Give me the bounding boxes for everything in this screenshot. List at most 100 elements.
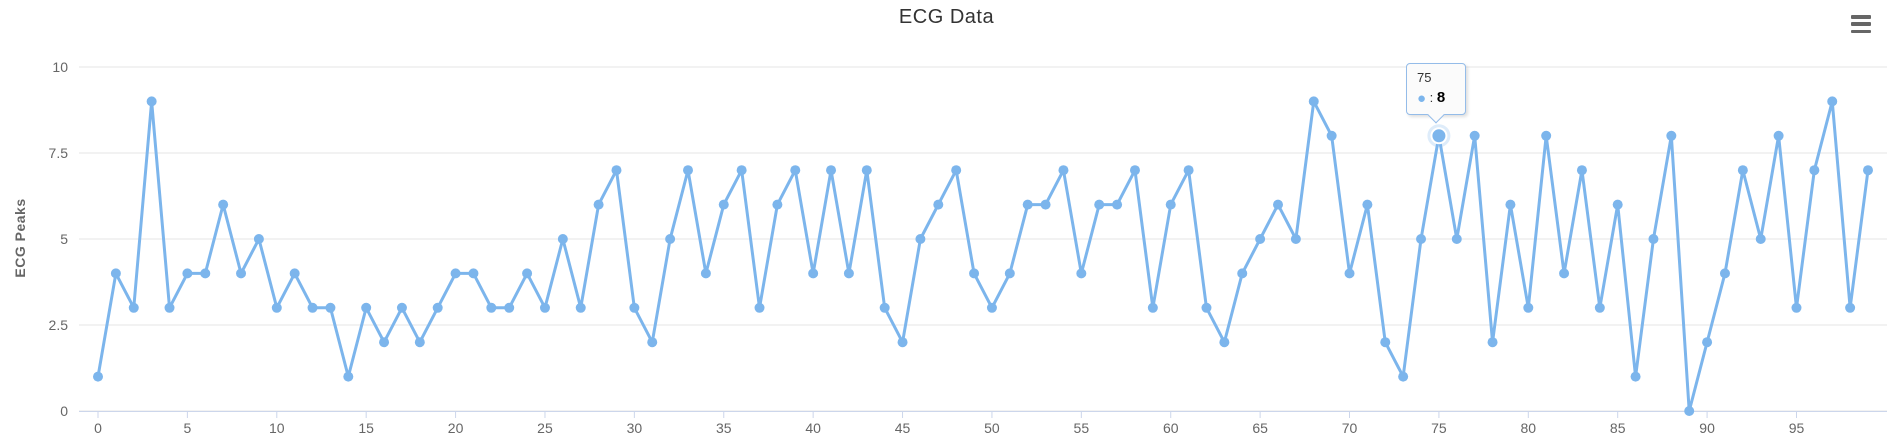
data-point[interactable]: [1201, 302, 1212, 313]
data-point[interactable]: [1165, 199, 1176, 210]
data-point[interactable]: [1094, 199, 1105, 210]
data-point[interactable]: [772, 199, 783, 210]
data-point[interactable]: [146, 96, 157, 107]
data-point[interactable]: [1469, 130, 1480, 141]
data-point[interactable]: [986, 302, 997, 313]
data-point[interactable]: [1612, 199, 1623, 210]
data-point[interactable]: [915, 234, 926, 244]
export-menu-button[interactable]: [1848, 12, 1874, 36]
data-point[interactable]: [1541, 130, 1552, 141]
data-point[interactable]: [933, 199, 944, 210]
data-point[interactable]: [718, 199, 729, 210]
data-point[interactable]: [1719, 268, 1730, 279]
data-point[interactable]: [951, 165, 962, 176]
data-point[interactable]: [1773, 130, 1784, 141]
data-point[interactable]: [808, 268, 819, 279]
data-point[interactable]: [325, 302, 336, 313]
data-point[interactable]: [1416, 234, 1427, 244]
data-point[interactable]: [200, 268, 211, 279]
data-point[interactable]: [396, 302, 407, 313]
data-point[interactable]: [1487, 337, 1498, 348]
data-point[interactable]: [897, 337, 908, 348]
data-point[interactable]: [1308, 96, 1319, 107]
data-point[interactable]: [1576, 165, 1587, 176]
data-point[interactable]: [1183, 165, 1194, 176]
data-point[interactable]: [1058, 165, 1069, 176]
data-point[interactable]: [1702, 337, 1713, 348]
data-point[interactable]: [1004, 268, 1015, 279]
data-point[interactable]: [1237, 268, 1248, 279]
data-point[interactable]: [1344, 268, 1355, 279]
data-point[interactable]: [1684, 406, 1695, 416]
data-point[interactable]: [343, 371, 354, 382]
data-point[interactable]: [93, 371, 103, 382]
data-point[interactable]: [575, 302, 586, 313]
data-point[interactable]: [182, 268, 193, 279]
data-point[interactable]: [110, 268, 121, 279]
data-point[interactable]: [450, 268, 461, 279]
data-point[interactable]: [1398, 371, 1409, 382]
data-point[interactable]: [504, 302, 515, 313]
data-point[interactable]: [647, 337, 658, 348]
data-point[interactable]: [790, 165, 801, 176]
data-point[interactable]: [1630, 371, 1641, 382]
data-point[interactable]: [1255, 234, 1266, 244]
data-point[interactable]: [611, 165, 622, 176]
data-point[interactable]: [128, 302, 139, 313]
data-point[interactable]: [1594, 302, 1605, 313]
data-point[interactable]: [468, 268, 479, 279]
hovered-data-point[interactable]: [1432, 129, 1446, 143]
data-point[interactable]: [629, 302, 640, 313]
data-point[interactable]: [736, 165, 747, 176]
data-point[interactable]: [1380, 337, 1391, 348]
data-point[interactable]: [1863, 165, 1873, 176]
data-point[interactable]: [361, 302, 372, 313]
data-point[interactable]: [236, 268, 247, 279]
data-point[interactable]: [879, 302, 890, 313]
data-point[interactable]: [1648, 234, 1659, 244]
data-point[interactable]: [218, 199, 229, 210]
data-point[interactable]: [1112, 199, 1123, 210]
data-point[interactable]: [1523, 302, 1534, 313]
data-point[interactable]: [486, 302, 497, 313]
data-point[interactable]: [1219, 337, 1230, 348]
data-point[interactable]: [843, 268, 854, 279]
data-point[interactable]: [1362, 199, 1373, 210]
data-point[interactable]: [683, 165, 693, 176]
data-point[interactable]: [1273, 199, 1283, 210]
data-point[interactable]: [1076, 268, 1087, 279]
data-point[interactable]: [1040, 199, 1051, 210]
data-point[interactable]: [1505, 199, 1516, 210]
data-point[interactable]: [754, 302, 765, 313]
data-point[interactable]: [522, 268, 533, 279]
data-point[interactable]: [557, 234, 568, 244]
data-point[interactable]: [1022, 199, 1033, 210]
data-point[interactable]: [1827, 96, 1838, 107]
data-point[interactable]: [271, 302, 282, 313]
data-point[interactable]: [826, 165, 837, 176]
data-point[interactable]: [665, 234, 676, 244]
data-point[interactable]: [164, 302, 175, 313]
data-point[interactable]: [1737, 165, 1748, 176]
data-point[interactable]: [1845, 302, 1856, 313]
data-point[interactable]: [1666, 130, 1677, 141]
data-point[interactable]: [432, 302, 443, 313]
data-point[interactable]: [1147, 302, 1158, 313]
data-point[interactable]: [289, 268, 300, 279]
data-point[interactable]: [1326, 130, 1337, 141]
data-point[interactable]: [253, 234, 264, 244]
data-point[interactable]: [1451, 234, 1462, 244]
data-point[interactable]: [861, 165, 872, 176]
data-point[interactable]: [1559, 268, 1570, 279]
data-point[interactable]: [700, 268, 711, 279]
data-point[interactable]: [1791, 302, 1802, 313]
data-point[interactable]: [414, 337, 425, 348]
data-point[interactable]: [1129, 165, 1140, 176]
data-point[interactable]: [539, 302, 550, 313]
data-point[interactable]: [1290, 234, 1301, 244]
data-point[interactable]: [1809, 165, 1820, 176]
data-point[interactable]: [593, 199, 604, 210]
data-point[interactable]: [307, 302, 318, 313]
data-point[interactable]: [1755, 234, 1766, 244]
data-point[interactable]: [969, 268, 980, 279]
